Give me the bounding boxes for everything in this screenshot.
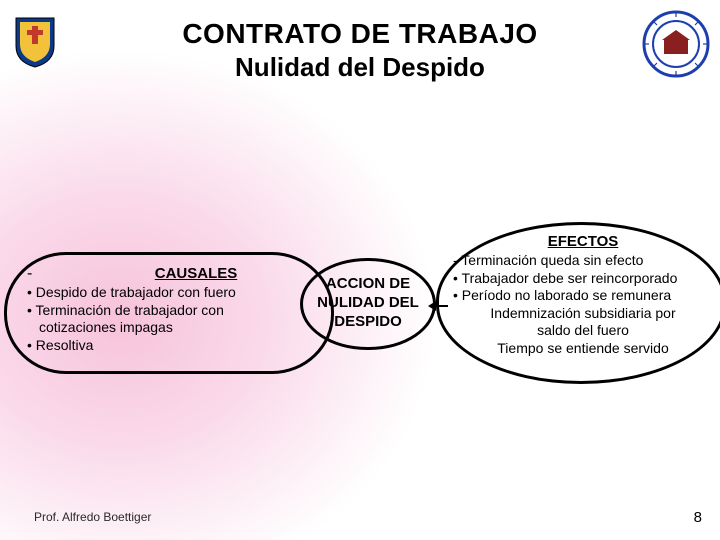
title-line-2: Nulidad del Despido [0, 52, 720, 83]
list-item: • Resoltiva [27, 337, 313, 355]
efectos-list: - Terminación queda sin efecto • Trabaja… [453, 252, 713, 357]
causales-dash: - [27, 265, 39, 284]
list-item: • Despido de trabajador con fuero [27, 284, 313, 302]
causales-bubble: - CAUSALES • Despido de trabajador con f… [4, 252, 334, 374]
efectos-title: EFECTOS [453, 233, 713, 250]
list-item: • Terminación de trabajador con [27, 302, 313, 320]
accion-line: DESPIDO [303, 313, 433, 332]
efectos-bubble: EFECTOS - Terminación queda sin efecto •… [436, 222, 720, 384]
page-number: 8 [694, 509, 702, 526]
causales-list: • Despido de trabajador con fuero • Term… [27, 284, 313, 354]
list-item: Tiempo se entiende servido [453, 340, 713, 358]
accion-line: NULIDAD DEL [303, 294, 433, 313]
list-item: saldo del fuero [453, 322, 713, 340]
title-line-1: CONTRATO DE TRABAJO [0, 18, 720, 50]
list-item: cotizaciones impagas [27, 319, 313, 337]
list-item: - Terminación queda sin efecto [453, 252, 713, 270]
list-item: • Período no laborado se remunera [453, 287, 713, 305]
accion-bubble: ACCION DE NULIDAD DEL DESPIDO [300, 258, 436, 350]
list-item: Indemnización subsidiaria por [453, 305, 713, 323]
accion-line: ACCION DE [303, 275, 433, 294]
causales-title: CAUSALES [79, 265, 313, 282]
slide-title: CONTRATO DE TRABAJO Nulidad del Despido [0, 18, 720, 83]
footer-professor: Prof. Alfredo Boettiger [34, 510, 151, 524]
list-item: • Trabajador debe ser reincorporado [453, 270, 713, 288]
